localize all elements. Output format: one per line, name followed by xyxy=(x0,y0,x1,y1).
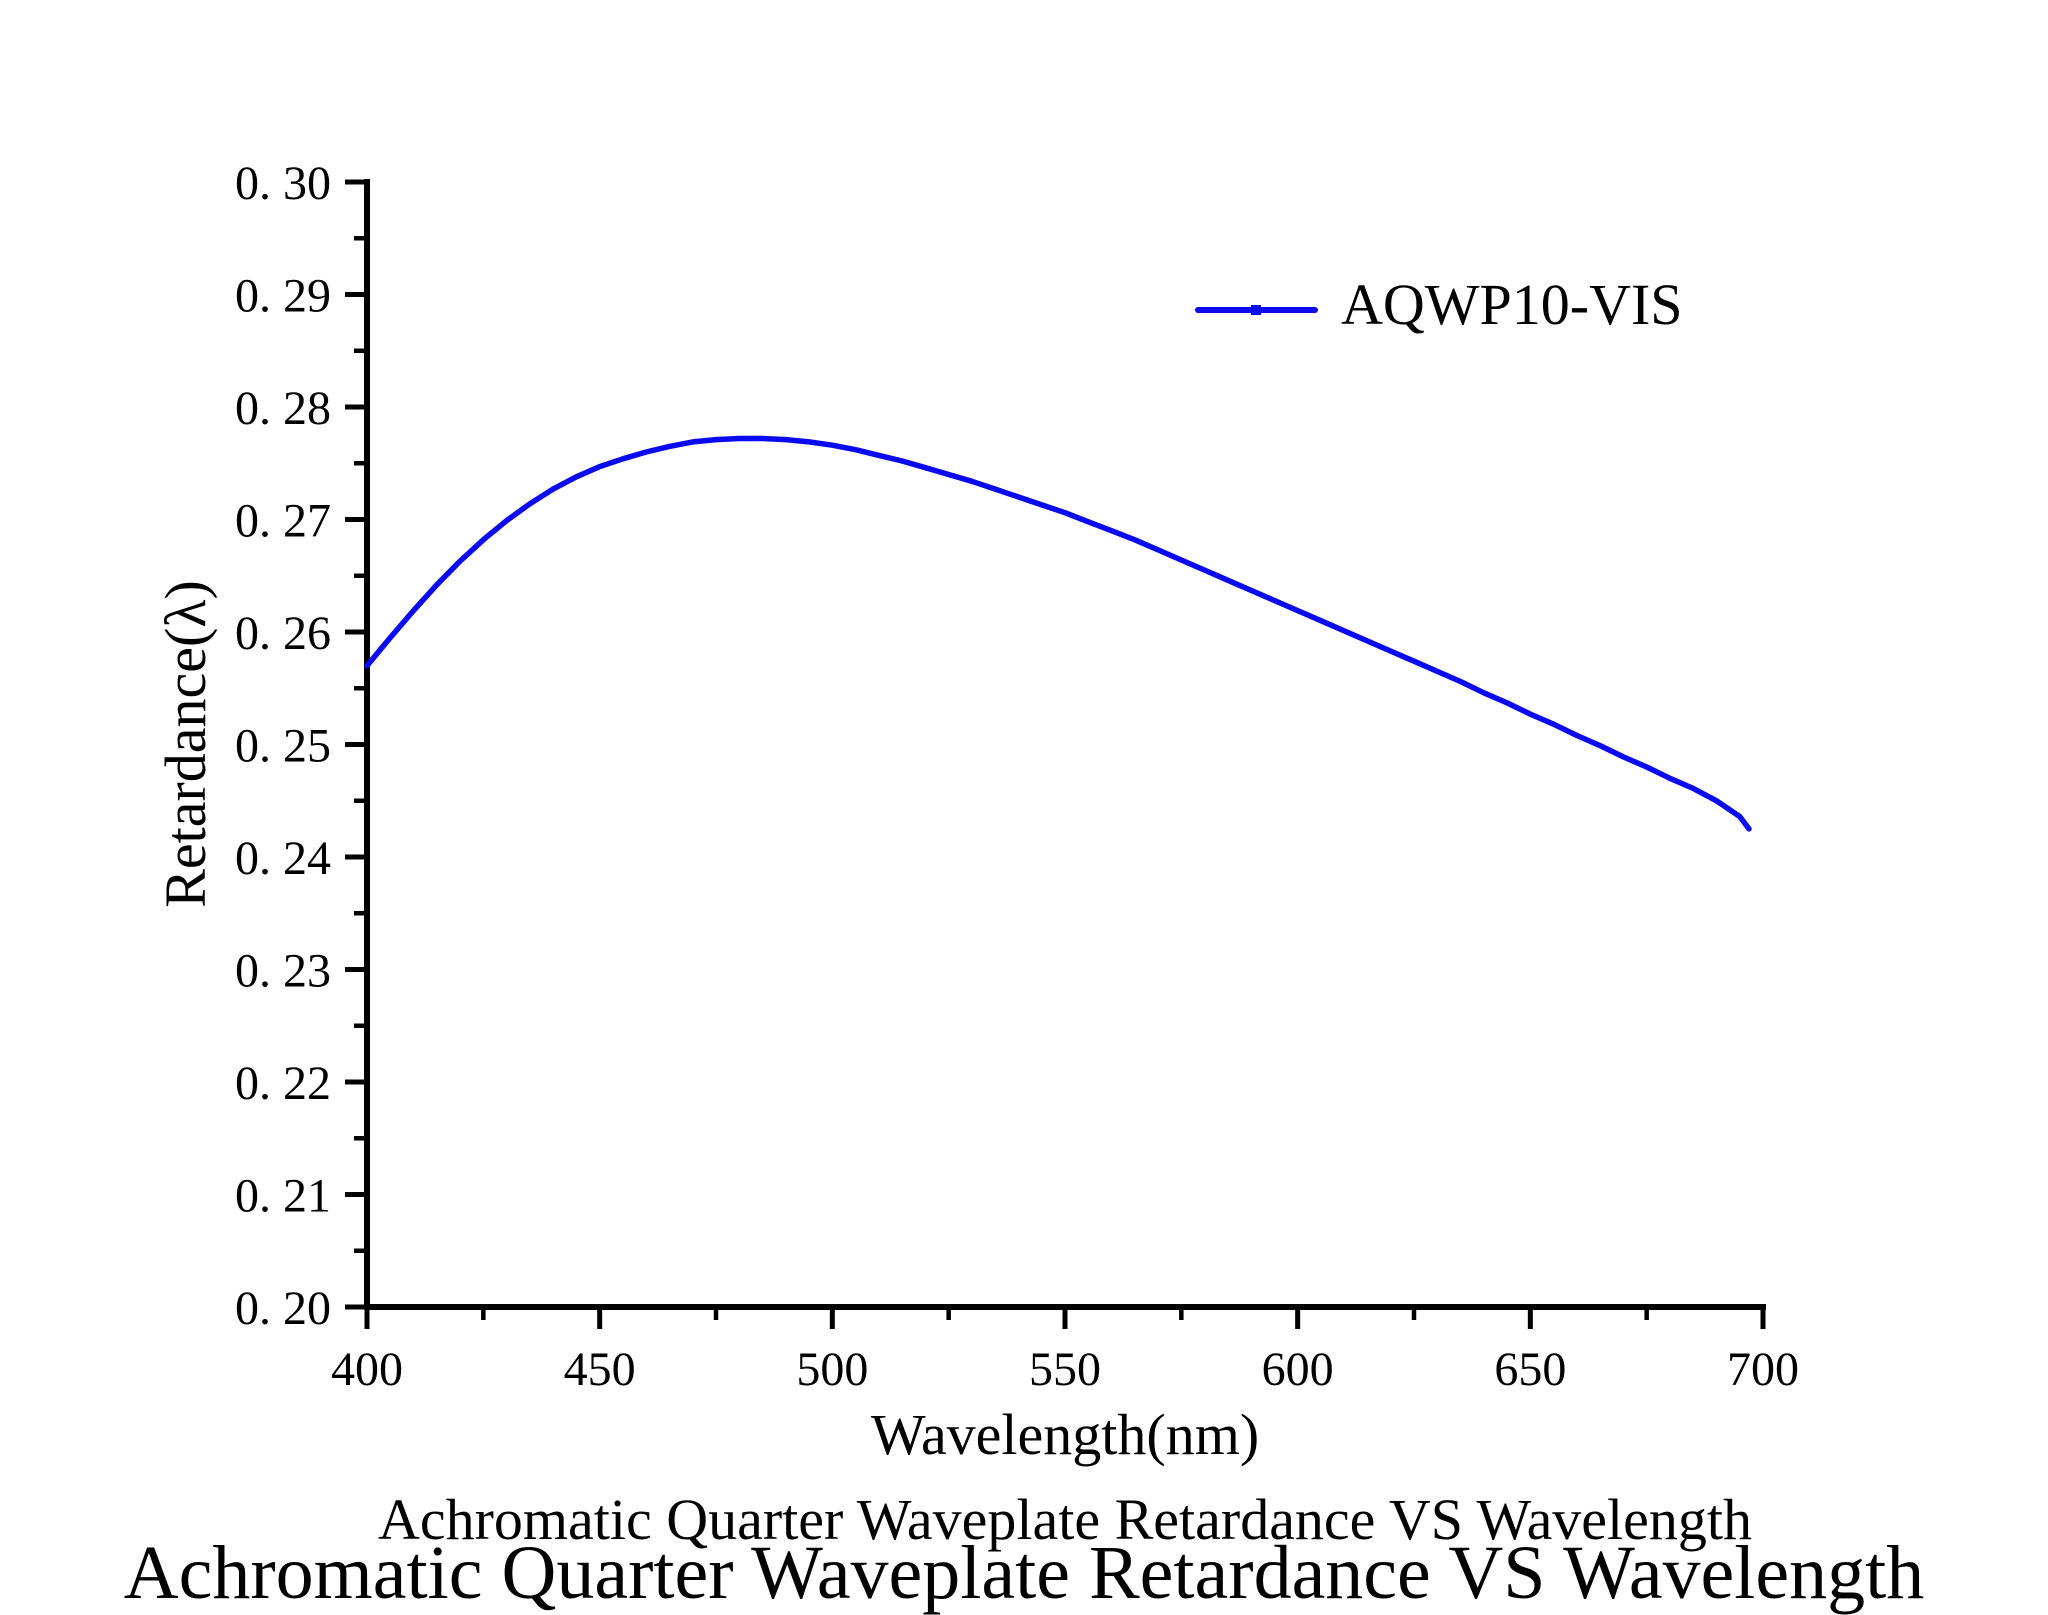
chart-title: Achromatic Quarter Waveplate Retardance … xyxy=(377,1487,1753,1552)
x-tick-label: 500 xyxy=(796,1343,868,1396)
y-axis-title: Retardance(λ) xyxy=(153,580,218,908)
chart-page: { "page": { "background": "#ffffff" }, "… xyxy=(123,157,1925,1611)
x-tick-label: 600 xyxy=(1262,1343,1334,1396)
x-tick-label: 650 xyxy=(1494,1343,1566,1396)
y-tick-label: 0. 27 xyxy=(235,495,331,548)
y-tick-label: 0. 26 xyxy=(235,607,331,660)
x-tick-label: 700 xyxy=(1727,1343,1799,1396)
y-tick-label: 0. 20 xyxy=(235,1282,331,1335)
y-tick-label: 0. 23 xyxy=(235,945,331,998)
x-axis-title: Wavelength(nm) xyxy=(870,1402,1260,1467)
y-tick-label: 0. 25 xyxy=(235,720,331,773)
x-tick-label: 550 xyxy=(1029,1343,1101,1396)
legend-point-marker xyxy=(1251,305,1261,315)
y-tick-label: 0. 22 xyxy=(235,1057,331,1110)
y-tick-label: 0. 29 xyxy=(235,270,331,323)
legend-label: AQWP10-VIS xyxy=(1341,272,1683,337)
y-tick-label: 0. 21 xyxy=(235,1170,331,1223)
series-line-aqwp10-vis xyxy=(364,435,1752,832)
y-tick-label: 0. 28 xyxy=(235,382,331,435)
y-tick-label: 0. 24 xyxy=(235,832,331,885)
x-tick-label: 400 xyxy=(331,1343,403,1396)
plot-area: 400 450 500 550 600 650 700 0. 20 0. 21 0. 22 0. 2… xyxy=(235,157,1799,1396)
x-tick-label: 450 xyxy=(564,1343,636,1396)
bottom-clipped-text: Achromatic Quarter Waveplate Retardance … xyxy=(123,1531,1925,1615)
y-tick-label: 0. 30 xyxy=(235,157,331,210)
